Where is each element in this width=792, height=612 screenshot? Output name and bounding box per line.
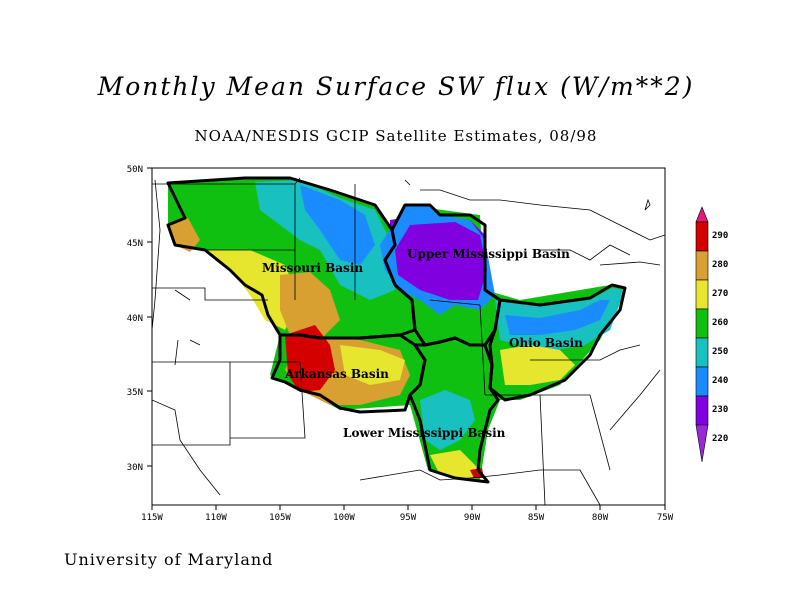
lat-tick-label: 45N	[127, 239, 143, 249]
colorbar-label: 260	[712, 318, 728, 328]
lon-tick-label: 90W	[464, 513, 481, 523]
lon-tick-label: 85W	[528, 513, 545, 523]
basin-boundaries	[166, 176, 627, 484]
lon-tick-label: 110W	[205, 513, 227, 523]
basin-label-arkansas: Arkansas Basin	[284, 367, 389, 381]
flux-region-cyan-lower	[420, 390, 475, 450]
basin-label-upper-mississippi: Upper Mississippi Basin	[407, 247, 570, 261]
flux-region-red-arkansas	[285, 325, 335, 392]
lat-tick-label: 35N	[127, 388, 143, 398]
lat-tick-label: 30N	[127, 463, 143, 473]
arkansas-basin-outline	[270, 333, 427, 414]
state-boundaries	[152, 177, 665, 505]
colorbar-label: 280	[712, 260, 728, 270]
colorbar-swatch-230	[695, 366, 709, 397]
map-title: Monthly Mean Surface SW flux (W/m**2)	[97, 72, 695, 101]
lon-tick-label: 75W	[657, 513, 674, 523]
colorbar-label: 230	[712, 405, 728, 415]
ohio-basin-outline	[484, 283, 627, 402]
colorbar-label: 250	[712, 347, 728, 357]
flux-region-purple-upper-inner	[395, 222, 487, 300]
lon-tick-label: 80W	[592, 513, 609, 523]
colorbar-swatch-270	[695, 250, 709, 281]
credit-text: University of Maryland	[64, 550, 274, 569]
colorbar-label: 220	[712, 434, 728, 444]
lon-tick-label: 115W	[141, 513, 163, 523]
lon-tick-label: 100W	[333, 513, 355, 523]
colorbar-bottom-arrow	[695, 424, 709, 463]
colorbar	[695, 206, 709, 463]
lat-tick-label: 50N	[127, 165, 143, 175]
lon-tick-label: 105W	[269, 513, 291, 523]
flux-region-yellow-east-ark	[340, 345, 405, 385]
flux-region-cyan-north	[255, 180, 395, 300]
colorbar-swatch-260	[695, 279, 709, 310]
axis-ticks	[147, 167, 666, 510]
colorbar-top-arrow	[695, 206, 709, 223]
basin-label-lower-mississippi: Lower Mississippi Basin	[343, 426, 506, 440]
lower-mississippi-basin-outline	[408, 336, 500, 484]
colorbar-label: 270	[712, 289, 728, 299]
colorbar-swatch-220	[695, 395, 709, 426]
flux-region-blue-ohio	[505, 300, 610, 335]
flux-region-west	[168, 178, 625, 480]
flux-region-yellow-ohio	[500, 345, 575, 385]
colorbar-swatch-280	[695, 221, 709, 252]
lon-tick-label: 95W	[400, 513, 417, 523]
colorbar-label: 290	[712, 231, 728, 241]
map-subtitle: NOAA/NESDIS GCIP Satellite Estimates, 08…	[194, 127, 598, 145]
flux-region-red-gulf	[470, 468, 484, 478]
basin-label-ohio: Ohio Basin	[509, 336, 583, 350]
basin-label-missouri: Missouri Basin	[262, 261, 363, 275]
colorbar-swatch-240	[695, 337, 709, 368]
colorbar-swatch-250	[695, 308, 709, 339]
colorbar-label: 240	[712, 376, 728, 386]
flux-region-blue-north	[300, 185, 375, 265]
lat-tick-label: 40N	[127, 314, 143, 324]
